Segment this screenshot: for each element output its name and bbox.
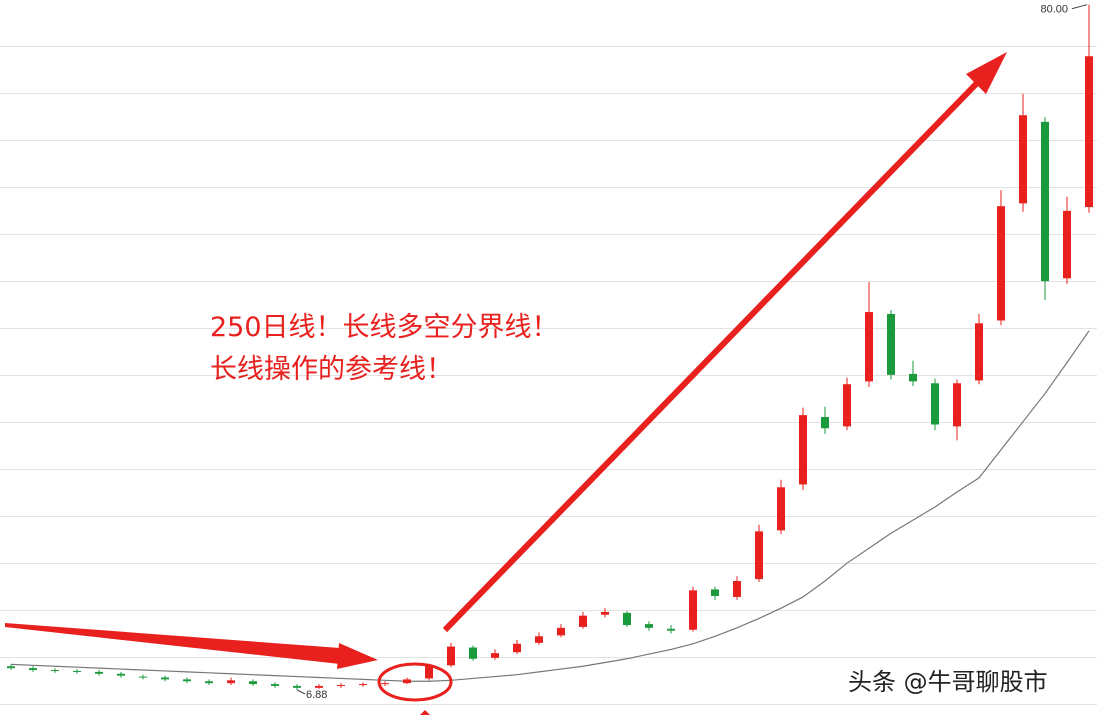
min-pointer: [296, 689, 306, 695]
candle-body: [689, 590, 697, 630]
candle-body: [1063, 210, 1071, 279]
candle-body: [843, 384, 851, 427]
candle-body: [29, 668, 37, 671]
candle-body: [755, 531, 763, 580]
candle-body: [799, 415, 807, 485]
arrow-head: [966, 52, 1007, 94]
arrow: [442, 77, 983, 633]
candle-body: [249, 681, 257, 685]
candle-body: [733, 580, 741, 597]
marker: [420, 710, 430, 715]
candle-body: [953, 383, 961, 427]
candle-body: [579, 615, 587, 627]
candle-body: [821, 417, 829, 429]
candle-body: [975, 323, 983, 381]
candle-body: [667, 628, 675, 631]
candle-body: [7, 666, 15, 669]
candle-body: [447, 646, 455, 666]
candle-body: [381, 683, 389, 685]
candle-body: [513, 643, 521, 653]
candle-body: [1019, 115, 1027, 204]
candle-body: [1041, 121, 1049, 282]
candle-body: [161, 677, 169, 680]
plot: 80.00 6.88: [7, 4, 1093, 701]
ma-line: [10, 330, 1090, 682]
candle-body: [711, 589, 719, 596]
arrow-head: [337, 643, 378, 669]
candle-body: [469, 647, 477, 659]
candle-body: [865, 312, 873, 382]
max-label: 80.00: [1040, 4, 1068, 16]
highlight-circle: [377, 662, 453, 702]
candle-body: [1085, 56, 1093, 208]
candle-body: [315, 685, 323, 688]
candle-body: [51, 670, 59, 672]
annotation: 250日线！长线多空分界线！: [210, 312, 559, 343]
annotation: 长线操作的参考线！: [210, 354, 453, 385]
candle-body: [557, 627, 565, 636]
candle-body: [293, 685, 301, 688]
max-pointer: [1071, 4, 1088, 10]
candle-body: [931, 383, 939, 425]
candle-body: [183, 679, 191, 682]
candle-body: [117, 673, 125, 676]
candle-body: [623, 612, 631, 626]
candle-body: [205, 681, 213, 684]
candle-body: [139, 676, 147, 678]
candle-body: [403, 679, 411, 684]
candle-body: [425, 666, 433, 679]
candle-body: [909, 373, 917, 382]
candle-body: [997, 206, 1005, 321]
candle-body: [359, 684, 367, 686]
arrow: [5, 623, 340, 664]
candle-body: [535, 636, 543, 643]
watermark: 头条 @牛哥聊股市: [848, 668, 1048, 696]
candle-body: [645, 624, 653, 628]
candle-body: [491, 653, 499, 658]
candle-body: [337, 685, 345, 687]
min-label: 6.88: [306, 689, 327, 701]
candle-body: [227, 680, 235, 684]
candle-body: [271, 684, 279, 686]
candle-body: [95, 671, 103, 674]
candle-body: [73, 670, 81, 672]
candle-body: [601, 611, 609, 615]
candle-body: [887, 313, 895, 375]
candle-body: [777, 487, 785, 531]
